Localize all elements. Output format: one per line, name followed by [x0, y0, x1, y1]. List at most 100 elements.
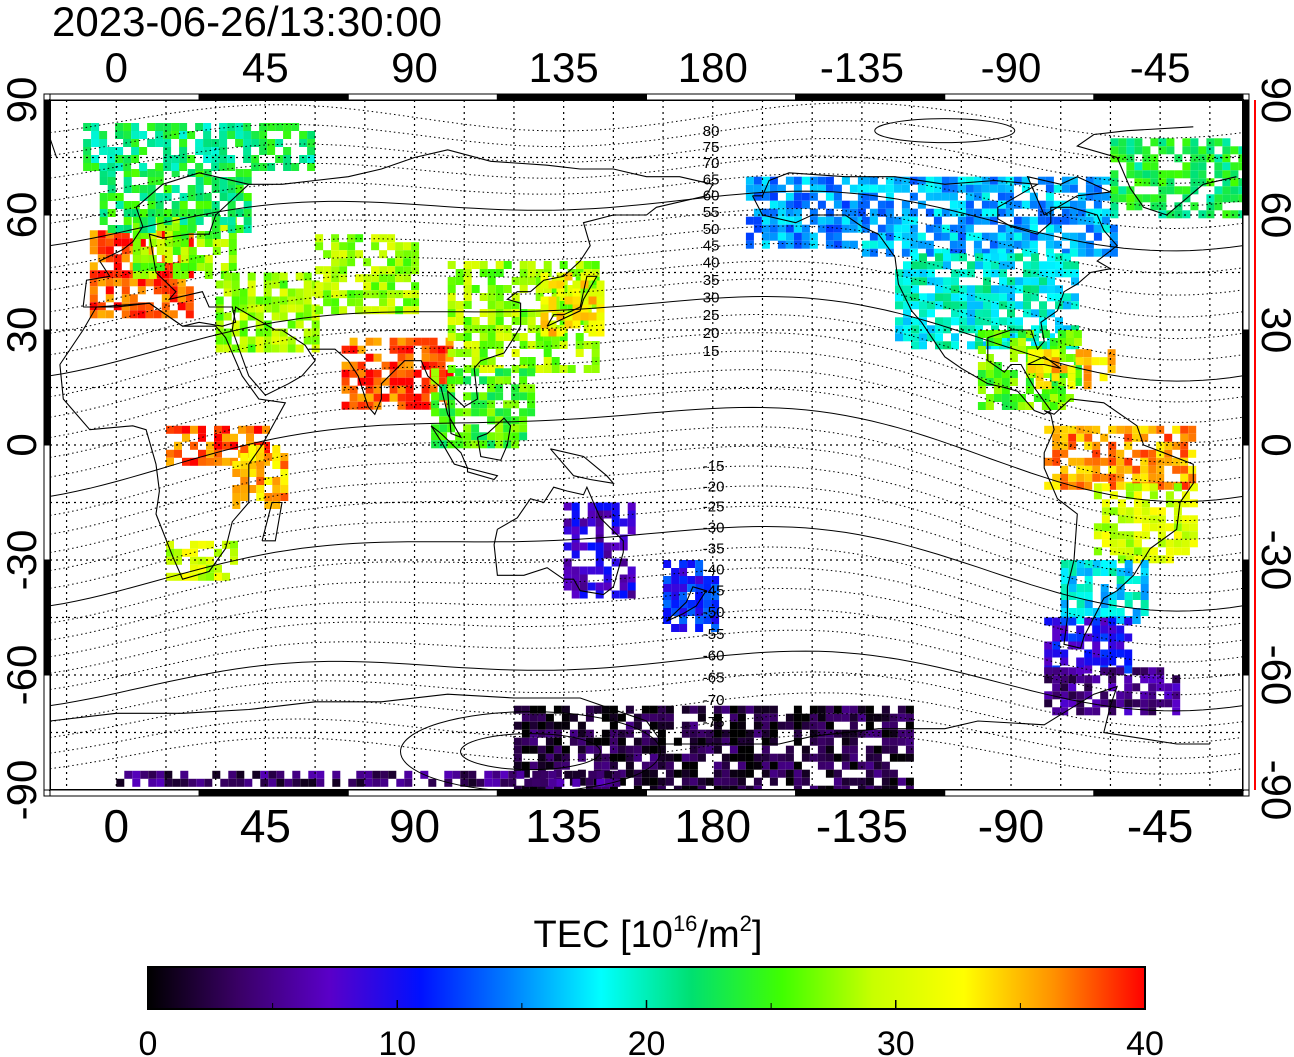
- lon-tick-top: -135: [820, 44, 904, 91]
- lat-tick-right: -60: [1253, 645, 1294, 706]
- mag-lat-contour: [50, 225, 1243, 296]
- coastline-segment: [1026, 175, 1113, 216]
- mag-lat-label: 80: [703, 123, 720, 140]
- mag-lat-contour: [50, 406, 1243, 503]
- lat-tick-left: 30: [0, 307, 45, 354]
- tec-region-caribbean: [1027, 349, 1116, 390]
- lat-tick-right: 0: [1253, 433, 1294, 456]
- mag-lat-label: 25: [703, 307, 720, 324]
- mag-lat-contour: [50, 650, 1243, 712]
- timestamp-title: 2023-06-26/13:30:00: [52, 0, 442, 45]
- coastline-segment: [1126, 126, 1194, 132]
- coastline-segment: [1076, 130, 1237, 216]
- coastline-segment: [231, 306, 316, 396]
- coastline-segment: [493, 485, 624, 596]
- tec-region-south-america-north: [1044, 425, 1197, 490]
- mag-lat-contour: [50, 629, 1243, 696]
- lon-tick-bottom: -135: [816, 800, 908, 852]
- tec-data-layer: [83, 123, 1243, 790]
- colorbar-tick-label: 10: [378, 1025, 416, 1057]
- mag-lat-label: -65: [703, 670, 725, 687]
- mag-lat-label: 40: [703, 255, 720, 272]
- mag-lat-label: 75: [703, 139, 720, 156]
- lat-tick-right: 90: [1253, 77, 1294, 124]
- mag-lat-label: 55: [703, 204, 720, 221]
- tec-region-patagonia: [1044, 617, 1133, 674]
- lat-tick-left: -90: [0, 760, 45, 821]
- coastline-segment: [1043, 398, 1194, 649]
- mag-pole-south-contour: [460, 733, 602, 771]
- coastline-segment: [666, 586, 708, 622]
- mag-lat-label: -55: [703, 626, 725, 643]
- tec-region-drake: [1044, 667, 1181, 716]
- tec-region-antarctic-strip: [116, 770, 621, 787]
- tec-region-se-asia: [431, 368, 536, 449]
- mag-lat-contour: [50, 426, 1243, 522]
- mag-lat-label: 45: [703, 238, 720, 255]
- mag-lat-label: -40: [703, 561, 725, 578]
- mag-lat-label: 20: [703, 325, 720, 342]
- mag-lat-contour: [50, 587, 1243, 663]
- mag-lat-label: -50: [703, 604, 725, 621]
- mag-lat-label: -30: [703, 519, 725, 536]
- mag-lat-contour: [50, 260, 1243, 340]
- tec-region-greenland: [1110, 138, 1243, 219]
- mag-lat-contour: [50, 485, 1243, 577]
- mag-lat-contour: [50, 278, 1243, 361]
- mag-lat-label: -25: [703, 499, 725, 516]
- mag-lat-label: 15: [703, 343, 720, 360]
- mag-lat-label: -60: [703, 648, 725, 665]
- mag-lat-label: -35: [703, 540, 725, 557]
- mag-lat-contour: [50, 369, 1243, 464]
- colorbar-tick-label: 30: [877, 1025, 915, 1057]
- lat-tick-right: -90: [1253, 760, 1294, 821]
- mag-lat-contour: [50, 314, 1243, 403]
- lat-tick-left: 60: [0, 192, 45, 239]
- mag-lat-label: 50: [703, 221, 720, 238]
- mag-lat-contour: [50, 242, 1243, 318]
- lon-tick-bottom: 45: [240, 800, 291, 852]
- lon-tick-top: -45: [1130, 44, 1191, 91]
- tec-region-middle-east: [215, 272, 320, 353]
- lat-tick-right: 60: [1253, 192, 1294, 239]
- mag-lat-label: -45: [703, 583, 725, 600]
- tec-region-canada: [861, 176, 1118, 257]
- mag-lat-label: 35: [703, 272, 720, 289]
- coastline-segment: [549, 448, 615, 485]
- lon-tick-top: 180: [678, 44, 748, 91]
- coastline-segment: [59, 302, 287, 580]
- mag-lat-contour: [50, 190, 1243, 252]
- lon-tick-bottom: -45: [1127, 800, 1193, 852]
- mag-lat-label: 60: [703, 188, 720, 205]
- mag-lat-label: 30: [703, 289, 720, 306]
- lon-tick-bottom: -90: [978, 800, 1044, 852]
- lat-tick-right: 30: [1253, 307, 1294, 354]
- tec-region-australia-east: [563, 502, 636, 599]
- lon-tick-bottom: 90: [389, 800, 440, 852]
- coastline-segment: [752, 172, 1118, 415]
- lon-tick-top: 135: [529, 44, 599, 91]
- tec-region-east-africa: [232, 445, 289, 509]
- colorbar-label: TEC [1016/m2]: [534, 911, 763, 956]
- coastline-segment: [261, 501, 283, 542]
- mag-lat-label: -15: [703, 458, 725, 475]
- mag-lat-label: 70: [703, 155, 720, 172]
- coastline-segment: [82, 172, 250, 327]
- coastline-segment: [712, 685, 1210, 745]
- map-axes: 0 45 90 135 180 -135 -90 -45 0 45 90 135 180 -135 -90 -…: [0, 44, 1294, 852]
- coastline-segment: [546, 275, 598, 327]
- coastline-segment: [1027, 356, 1062, 369]
- tec-region-central-asia: [315, 234, 420, 315]
- lon-tick-bottom: 0: [103, 800, 129, 852]
- coastline-segment: [248, 149, 714, 439]
- mag-lat-contour: [50, 546, 1243, 629]
- lat-tick-left: -30: [0, 530, 45, 591]
- mag-lat-contour: [50, 332, 1243, 424]
- mag-lat-contour: [50, 387, 1243, 483]
- mag-lat-label: 65: [703, 171, 720, 188]
- lat-tick-left: 0: [0, 433, 45, 456]
- lon-tick-bottom: 180: [674, 800, 751, 852]
- tec-region-new-zealand: [663, 560, 720, 632]
